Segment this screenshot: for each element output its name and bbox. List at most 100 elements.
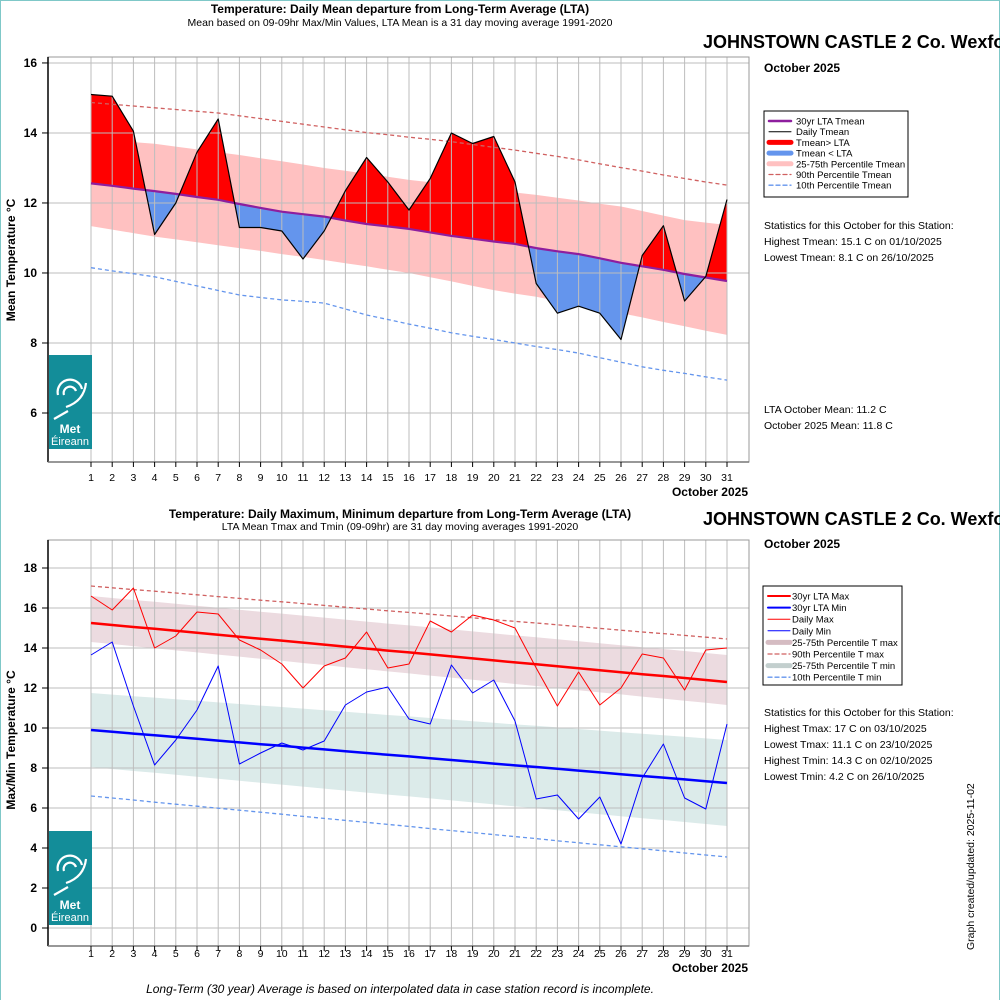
x-tick-label: 11 [298,472,309,484]
x-tick-label: 10 [276,948,288,960]
top-month-label: October 2025 [764,61,840,75]
x-tick-label: 12 [318,472,330,484]
x-tick-label: 1 [88,948,94,960]
y-tick-label: 6 [30,406,37,420]
line-daily-tmean [90,93,728,341]
legend-label: Daily Min [792,626,831,637]
x-tick-label: 29 [679,948,691,960]
x-tick-label: 9 [258,948,264,960]
legend-label: 10th Percentile Tmean [796,181,891,192]
x-tick-label: 16 [403,948,415,960]
legend-box [762,585,903,686]
y-tick-label: 18 [24,561,38,575]
logo-text-met: Met [60,422,81,436]
bottom-stats-lowest-tmax: Lowest Tmax: 11.1 C on 23/10/2025 [764,739,932,751]
x-tick-label: 28 [658,948,670,960]
top-x-axis-label: October 2025 [672,485,748,499]
x-tick-label: 16 [403,472,415,484]
footer-note: Long-Term (30 year) Average is based on … [146,982,654,996]
x-tick-label: 7 [215,948,221,960]
x-tick-label: 21 [509,472,521,484]
x-tick-label: 13 [340,948,352,960]
y-tick-label: 14 [24,641,38,655]
line-10th-percentile-tmean [90,267,728,381]
bottom-chart-subtitle: LTA Mean Tmax and Tmin (09-09hr) are 31 … [222,521,579,533]
x-tick-label: 17 [424,472,436,484]
y-tick-label: 12 [24,196,38,210]
swirl-icon [53,378,88,420]
legend-label: 25-75th Percentile T min [792,661,895,672]
x-tick-label: 20 [488,948,500,960]
x-tick-label: 11 [298,948,309,960]
x-tick-label: 4 [152,472,158,484]
top-stats-heading: Statistics for this October for this Sta… [764,220,954,232]
y-tick-label: 16 [24,56,38,70]
x-tick-label: 2 [109,472,115,484]
october-2025-mean: October 2025 Mean: 11.8 C [764,420,893,432]
x-tick-label: 23 [552,948,564,960]
x-tick-label: 25 [594,472,606,484]
x-tick-label: 8 [236,472,242,484]
x-tick-label: 8 [236,948,242,960]
x-tick-label: 4 [152,948,158,960]
x-tick-label: 17 [424,948,436,960]
bottom-stats-highest-tmin: Highest Tmin: 14.3 C on 02/10/2025 [764,755,933,767]
legend-label: Tmean < LTA [796,149,853,160]
x-tick-label: 19 [467,472,479,484]
bottom-x-axis-label: October 2025 [672,961,748,975]
x-tick-label: 29 [679,472,691,484]
bottom-month-label: October 2025 [764,537,840,551]
x-tick-label: 12 [318,948,330,960]
x-tick-label: 21 [509,948,521,960]
top-chart-title: Temperature: Daily Mean departure from L… [211,2,589,16]
logo-text-eireann: Éireann [51,435,89,448]
x-tick-label: 1 [88,472,94,484]
top-y-axis-label: Mean Temperature °C [4,198,18,321]
line-30yr-lta-min [90,728,728,785]
legend-label: Tmean> LTA [796,138,850,149]
x-tick-label: 18 [446,472,458,484]
x-tick-label: 22 [530,948,542,960]
x-tick-label: 2 [109,948,115,960]
x-tick-label: 27 [636,472,648,484]
x-tick-label: 31 [721,472,733,484]
legend-label: 30yr LTA Max [792,592,849,603]
bottom-chart-title: Temperature: Daily Maximum, Minimum depa… [169,507,631,521]
line-90th-percentile-tmax [90,585,728,640]
x-tick-label: 7 [215,472,221,484]
x-tick-label: 27 [636,948,648,960]
x-tick-label: 13 [340,472,352,484]
x-tick-label: 18 [446,948,458,960]
legend-label: 30yr LTA Tmean [796,117,865,128]
legend-label: Daily Max [792,615,834,626]
swirl-icon [53,854,88,896]
x-tick-label: 28 [658,472,670,484]
y-tick-label: 12 [24,681,38,695]
x-tick-label: 6 [194,948,200,960]
legend-label: 25-75th Percentile Tmean [796,159,905,170]
y-tick-label: 10 [24,721,38,735]
y-tick-label: 8 [30,761,37,775]
bottom-station-name: JOHNSTOWN CASTLE 2 Co. Wexford [703,509,1000,529]
x-tick-label: 14 [361,948,373,960]
x-tick-label: 9 [258,472,264,484]
y-tick-label: 16 [24,601,38,615]
x-tick-label: 30 [700,948,712,960]
y-tick-label: 4 [30,841,37,855]
top-stats-lowest: Lowest Tmean: 8.1 C on 26/10/2025 [764,252,934,264]
x-tick-label: 5 [173,472,179,484]
top-station-name: JOHNSTOWN CASTLE 2 Co. Wexford [703,32,1000,52]
legend-label: 30yr LTA Min [792,603,847,614]
line-10th-percentile-tmin [90,795,728,858]
y-tick-label: 2 [30,881,37,895]
met-eireann-logo [49,831,92,925]
x-tick-label: 5 [173,948,179,960]
bottom-stats-heading: Statistics for this October for this Sta… [764,707,954,719]
bottom-stats-highest-tmax: Highest Tmax: 17 C on 03/10/2025 [764,723,927,735]
top-chart-subtitle: Mean based on 09-09hr Max/Min Values, LT… [188,17,613,29]
y-tick-label: 10 [24,266,38,280]
